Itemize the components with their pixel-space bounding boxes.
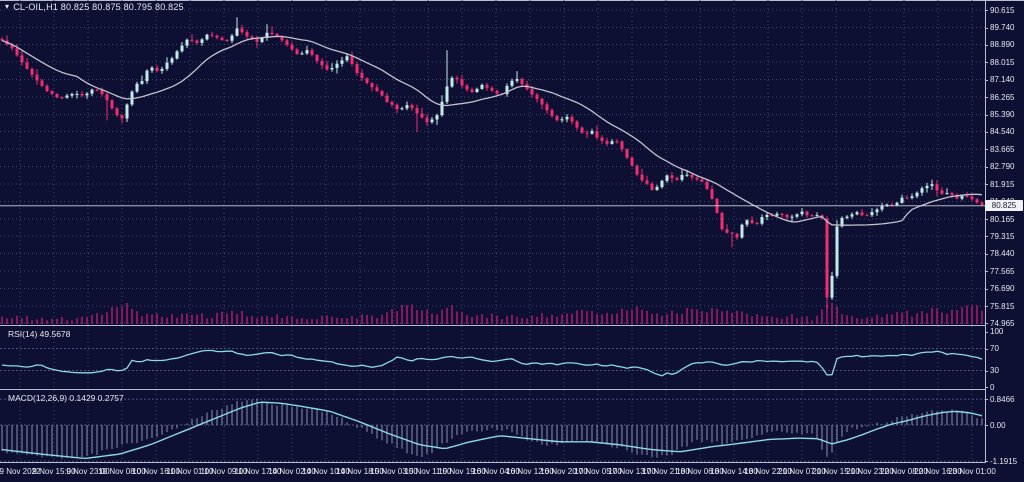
macd-axis-label: -1.1915 (990, 456, 1018, 466)
time-axis-label: 11 Nov 17:00 (234, 467, 282, 476)
time-axis-label: 23 Nov 01:00 (948, 467, 996, 476)
axis-tick (985, 131, 988, 133)
axis-tick (985, 399, 988, 401)
macd-pane[interactable] (0, 390, 986, 462)
rsi-axis-label: 0 (990, 382, 995, 392)
axis-tick (985, 79, 988, 81)
time-axis-label: 14 Nov 18:00 (336, 467, 384, 476)
price-axis-label: 80.165 (990, 214, 1015, 224)
price-axis-label: 88.015 (990, 57, 1015, 67)
current-price-tag: 80.825 (985, 200, 1023, 212)
rsi-indicator-label: RSI(14) 49.5678 (8, 329, 71, 339)
axis-tick (985, 271, 988, 272)
axis-tick (985, 219, 988, 220)
pane-separator[interactable] (0, 389, 986, 390)
chart-title: ▾ CL-OIL,H1 80.825 80.875 80.795 80.825 (5, 2, 184, 12)
time-axis-label: 16 Nov 04:00 (472, 467, 520, 476)
axis-tick (985, 461, 988, 463)
pane-separator[interactable] (0, 462, 986, 463)
top-border (0, 0, 1024, 1)
time-axis-label: 18 Nov 06:00 (676, 467, 724, 476)
price-axis-label: 87.140 (990, 75, 1015, 84)
axis-tick (985, 306, 988, 307)
macd-indicator-label: MACD(12,26,9) 0.1429 0.2757 (8, 393, 124, 403)
axis-tick (985, 370, 988, 372)
axis-tick (985, 387, 988, 389)
macd-axis-label: 0.8466 (990, 394, 1015, 404)
price-axis[interactable]: 90.615 89.740 88.890 88.015 87.140 86.265 85.3… (985, 0, 1024, 466)
axis-tick (985, 236, 988, 237)
time-axis-label: 15 Nov 11:00 (404, 467, 452, 476)
main-chart-pane[interactable] (0, 0, 986, 325)
rsi-axis-label: 100 (990, 327, 1004, 337)
rsi-axis-label: 30 (990, 366, 999, 375)
price-axis-label: 89.740 (990, 23, 1015, 32)
axis-tick (985, 323, 988, 324)
axis-tick (985, 166, 988, 168)
time-axis-label: 17 Nov 13:00 (608, 467, 656, 476)
price-axis-label: 88.890 (990, 40, 1015, 49)
time-axis-label: 10 Nov 08:00 (98, 467, 146, 476)
chart-title-text: CL-OIL,H1 80.825 80.875 80.795 80.825 (13, 2, 184, 12)
time-axis-label: 16 Nov 20:00 (540, 467, 588, 476)
axis-tick (985, 62, 988, 63)
axis-tick (985, 97, 988, 98)
axis-separator (985, 0, 986, 463)
price-axis-label: 76.690 (990, 284, 1015, 293)
time-axis-label: 21 Nov 07:00 (778, 467, 826, 476)
axis-tick (985, 425, 988, 426)
axis-tick (985, 253, 988, 255)
price-axis-label: 77.565 (990, 266, 1015, 276)
time-axis-label: 14 Nov 02:00 (268, 467, 316, 476)
price-axis-label: 78.440 (990, 249, 1015, 258)
time-axis-label: 18 Nov 22:00 (744, 467, 792, 476)
chart-symbol-icon: ▾ (5, 2, 10, 11)
time-axis-label: 15 Nov 19:00 (438, 467, 486, 476)
time-axis-label: 22 Nov 08:00 (880, 467, 928, 476)
price-axis-label: 81.915 (990, 179, 1015, 189)
price-axis-label: 85.390 (990, 110, 1015, 119)
macd-axis-label: 0.00 (990, 420, 1006, 430)
time-axis-label: 15 Nov 03:00 (370, 467, 418, 476)
price-axis-label: 82.790 (990, 162, 1015, 171)
axis-tick (985, 10, 988, 11)
time-axis-label: 16 Nov 12:00 (506, 467, 554, 476)
price-axis-label: 86.265 (990, 92, 1015, 102)
axis-tick (985, 288, 988, 290)
price-axis-label: 79.315 (990, 231, 1015, 241)
axis-tick (985, 114, 988, 116)
pane-separator[interactable] (0, 325, 986, 326)
price-axis-label: 75.815 (990, 301, 1015, 311)
axis-tick (985, 44, 988, 46)
time-axis[interactable]: 9 Nov 2022 9 Nov 15:00 9 Nov 23:00 10 Nov 0… (0, 463, 1024, 482)
time-axis-label: 17 Nov 21:00 (642, 467, 690, 476)
time-axis-label: 22 Nov 16:00 (914, 467, 962, 476)
axis-tick (985, 27, 988, 29)
time-axis-label: 9 Nov 23:00 (66, 467, 110, 476)
time-axis-label: 9 Nov 2022 (0, 467, 41, 476)
time-axis-label: 21 Nov 23:00 (846, 467, 894, 476)
axis-tick (985, 184, 988, 185)
time-axis-label: 17 Nov 05:00 (574, 467, 622, 476)
rsi-pane[interactable] (0, 326, 986, 389)
time-axis-label: 9 Nov 15:00 (32, 467, 76, 476)
time-axis-label: 11 Nov 01:00 (166, 467, 214, 476)
time-axis-label: 21 Nov 15:00 (812, 467, 860, 476)
price-axis-label: 83.665 (990, 144, 1015, 154)
time-axis-label: 11 Nov 09:00 (200, 467, 248, 476)
time-axis-label: 18 Nov 14:00 (710, 467, 758, 476)
time-axis-label: 14 Nov 10:00 (302, 467, 350, 476)
axis-tick (985, 149, 988, 150)
price-axis-label: 90.615 (990, 5, 1015, 15)
price-axis-label: 74.965 (990, 318, 1015, 328)
axis-tick (985, 331, 988, 333)
axis-tick (985, 348, 988, 350)
rsi-axis-label: 70 (990, 344, 999, 353)
price-axis-label: 84.540 (990, 127, 1015, 136)
time-axis-label: 10 Nov 16:00 (132, 467, 180, 476)
